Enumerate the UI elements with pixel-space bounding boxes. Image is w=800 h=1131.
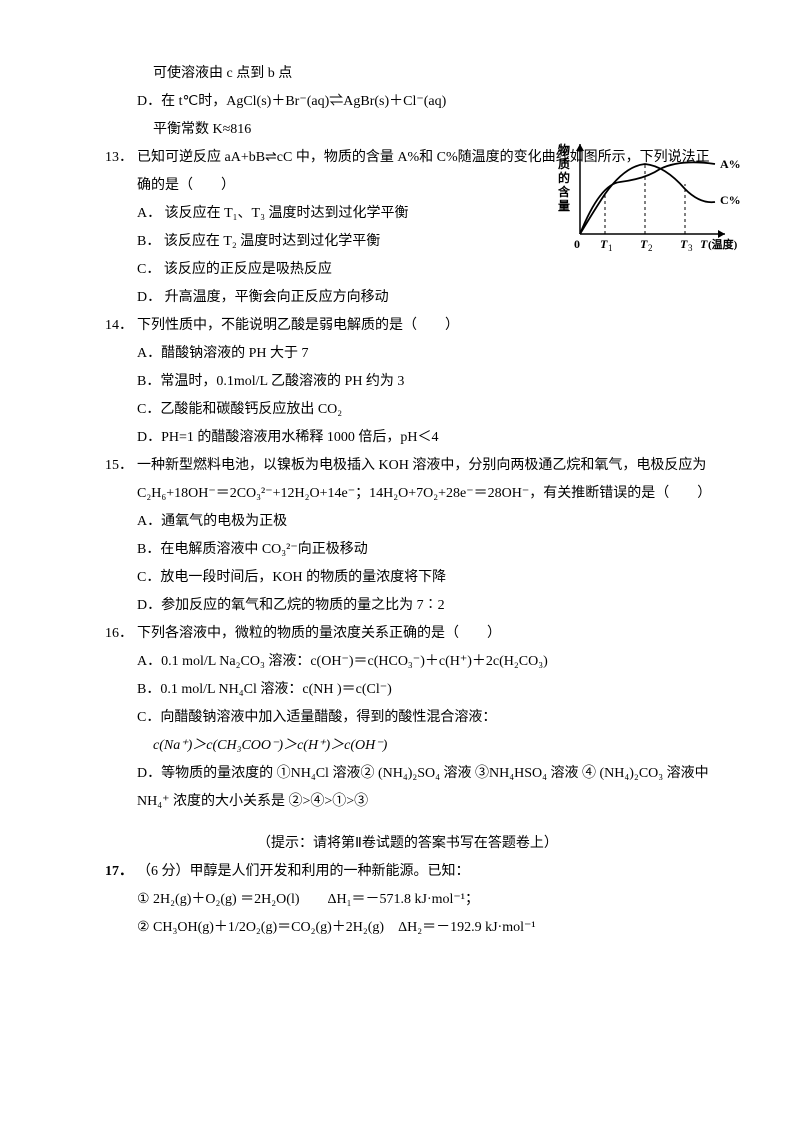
svg-text:A%: A% — [720, 157, 741, 171]
q16: 16． 下列各溶液中，微粒的物质的量浓度关系正确的是（ ） A．0.1 mol/… — [105, 620, 710, 816]
svg-text:含: 含 — [558, 184, 571, 199]
q16-number: 16． — [105, 620, 137, 648]
q12-opt-d: D．在 t℃时，AgCl(s)＋Br⁻(aq)⇌AgBr(s)＋Cl⁻(aq) — [105, 88, 710, 116]
svg-text:(温度): (温度) — [708, 237, 738, 251]
svg-text:1: 1 — [608, 243, 613, 253]
q16-c2-text: c(Na⁺)＞c(CH₃COO⁻)＞c(H⁺)＞c(OH⁻) — [153, 738, 387, 753]
svg-text:T: T — [680, 237, 688, 251]
svg-text:质: 质 — [558, 156, 570, 171]
q14-number: 14． — [105, 312, 137, 340]
svg-text:物: 物 — [558, 142, 570, 157]
q13-opt-d: D． 升高温度，平衡会向正反应方向移动 — [137, 284, 710, 312]
q14-stem: 下列性质中，不能说明乙酸是弱电解质的是（ ） — [137, 312, 710, 340]
q13-opt-c: C． 该反应的正反应是吸热反应 — [137, 256, 710, 284]
q12-continuation: 可使溶液由 c 点到 b 点 — [105, 60, 710, 88]
svg-text:T: T — [600, 237, 608, 251]
svg-text:T: T — [700, 237, 708, 251]
q17-eq2: ② CH₃OH(g)＋1/2O₂(g)＝CO₂(g)＋2H₂(g) ΔH₂＝－1… — [137, 914, 710, 942]
q17-eq1: ① 2H₂(g)＋O₂(g) ＝2H₂O(l) ΔH₁＝－571.8 kJ·mo… — [137, 886, 710, 914]
q13: 13． 已知可逆反应 aA+bB⇌cC 中，物质的含量 A%和 C%随温度的变化… — [105, 144, 710, 312]
q15-number: 15． — [105, 452, 137, 480]
q17-number: 17． — [105, 858, 137, 886]
svg-text:2: 2 — [648, 243, 653, 253]
spacer — [105, 816, 710, 830]
q15-stem: 一种新型燃料电池，以镍板为电极插入 KOH 溶液中，分别向两极通乙烷和氧气，电极… — [137, 452, 710, 508]
q13-number: 13． — [105, 144, 137, 172]
q16-opt-c2: c(Na⁺)＞c(CH₃COO⁻)＞c(H⁺)＞c(OH⁻) — [137, 732, 710, 760]
q14-opt-d: D．PH=1 的醋酸溶液用水稀释 1000 倍后，pH＜4 — [137, 424, 710, 452]
q16-stem: 下列各溶液中，微粒的物质的量浓度关系正确的是（ ） — [137, 620, 710, 648]
q15-opt-b: B．在电解质溶液中 CO₃²⁻向正极移动 — [137, 536, 710, 564]
section-hint: （提示：请将第Ⅱ卷试题的答案书写在答题卷上） — [105, 830, 710, 858]
svg-text:的: 的 — [558, 170, 570, 185]
q17: 17． （6 分）甲醇是人们开发和利用的一种新能源。已知： ① 2H₂(g)＋O… — [105, 858, 710, 942]
svg-text:T: T — [640, 237, 648, 251]
q14-opt-b: B．常温时，0.1mol/L 乙酸溶液的 PH 约为 3 — [137, 368, 710, 396]
q16-opt-d: D．等物质的量浓度的 ①NH₄Cl 溶液② (NH₄)₂SO₄ 溶液 ③NH₄H… — [137, 760, 710, 816]
svg-text:C%: C% — [720, 193, 741, 207]
q16-opt-c1: C．向醋酸钠溶液中加入适量醋酸，得到的酸性混合溶液： — [137, 704, 710, 732]
q16-opt-b: B．0.1 mol/L NH₄Cl 溶液：c(NH )＝c(Cl⁻) — [137, 676, 710, 704]
q14-opt-c: C．乙酸能和碳酸钙反应放出 CO₂ — [137, 396, 710, 424]
q17-stem: （6 分）甲醇是人们开发和利用的一种新能源。已知： — [137, 858, 710, 886]
q15: 15． 一种新型燃料电池，以镍板为电极插入 KOH 溶液中，分别向两极通乙烷和氧… — [105, 452, 710, 620]
svg-text:0: 0 — [574, 237, 580, 251]
q13-chart: 物 质 的 含 量 0 T1 T2 T3 T (温度) A% C% — [550, 134, 750, 259]
q12-c-line: 可使溶液由 c 点到 b 点 — [153, 60, 710, 88]
q15-opt-a: A．通氧气的电极为正极 — [137, 508, 710, 536]
q12-d-line1: D．在 t℃时，AgCl(s)＋Br⁻(aq)⇌AgBr(s)＋Cl⁻(aq) — [137, 88, 710, 116]
q15-opt-d: D．参加反应的氧气和乙烷的物质的量之比为 7∶2 — [137, 592, 710, 620]
q16-opt-a: A．0.1 mol/L Na₂CO₃ 溶液：c(OH⁻)＝c(HCO₃⁻)＋c(… — [137, 648, 710, 676]
svg-text:量: 量 — [558, 199, 570, 213]
q14-opt-a: A．醋酸钠溶液的 PH 大于 7 — [137, 340, 710, 368]
q14: 14． 下列性质中，不能说明乙酸是弱电解质的是（ ） A．醋酸钠溶液的 PH 大… — [105, 312, 710, 452]
svg-text:3: 3 — [688, 243, 693, 253]
q15-opt-c: C．放电一段时间后，KOH 的物质的量浓度将下降 — [137, 564, 710, 592]
